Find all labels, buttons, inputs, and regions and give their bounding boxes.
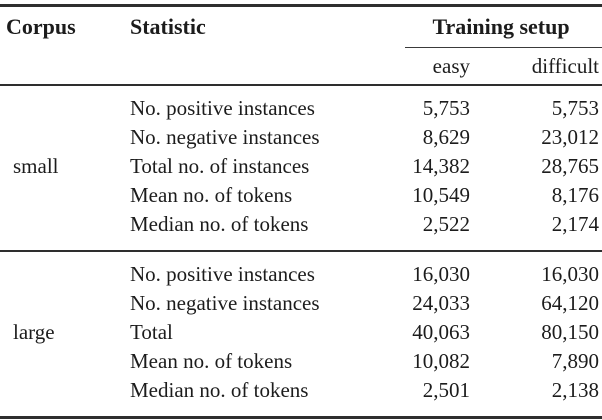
statistic-cell: No. positive instances (130, 262, 315, 286)
statistic-cell: Median no. of tokens (130, 212, 309, 236)
table-bottom-rule (0, 416, 602, 419)
table-top-rule (0, 4, 602, 7)
easy-value-cell: 10,549 (412, 183, 470, 207)
header-body-rule (0, 84, 602, 86)
statistic-cell: Total (130, 320, 173, 344)
column-header-corpus: Corpus (6, 14, 76, 39)
column-subheader-difficult: difficult (531, 53, 599, 78)
statistic-cell: Mean no. of tokens (130, 349, 293, 373)
difficult-value-cell: 16,030 (541, 262, 599, 286)
difficult-value-cell: 2,138 (551, 378, 599, 402)
statistic-cell: Total no. of instances (130, 154, 310, 178)
difficult-value-cell: 64,120 (541, 291, 599, 315)
easy-value-cell: 24,033 (412, 291, 470, 315)
difficult-value-cell: 2,174 (551, 212, 599, 236)
corpus-label: small (13, 154, 59, 178)
difficult-value-cell: 7,890 (551, 349, 599, 373)
easy-value-cell: 5,753 (422, 96, 470, 120)
easy-value-cell: 40,063 (412, 320, 470, 344)
statistic-cell: Mean no. of tokens (130, 183, 293, 207)
difficult-value-cell: 8,176 (551, 183, 599, 207)
statistic-cell: Median no. of tokens (130, 378, 309, 402)
easy-value-cell: 8,629 (422, 125, 470, 149)
column-header-statistic: Statistic (130, 14, 206, 39)
easy-value-cell: 2,522 (422, 212, 470, 236)
table-header-row: Corpus Statistic Training setup (0, 7, 602, 47)
statistic-cell: No. negative instances (130, 291, 320, 315)
difficult-value-cell: 5,753 (551, 96, 599, 120)
statistic-cell: No. positive instances (130, 96, 315, 120)
column-header-training-setup: Training setup (432, 14, 570, 39)
statistic-cell: No. negative instances (130, 125, 320, 149)
easy-value-cell: 2,501 (422, 378, 470, 402)
group-divider-rule (0, 250, 602, 252)
corpus-label: large (13, 320, 55, 344)
easy-value-cell: 14,382 (412, 154, 470, 178)
easy-value-cell: 16,030 (412, 262, 470, 286)
table-subheader-row: easy difficult (0, 48, 602, 84)
corpus-group-large: large No. positive instances 16,030 16,0… (0, 252, 602, 416)
column-subheader-easy: easy (432, 53, 470, 78)
training-setup-span-rule (405, 47, 602, 48)
corpus-group-small: small No. positive instances 5,753 5,753… (0, 86, 602, 250)
difficult-value-cell: 28,765 (541, 154, 599, 178)
easy-value-cell: 10,082 (412, 349, 470, 373)
difficult-value-cell: 23,012 (541, 125, 599, 149)
difficult-value-cell: 80,150 (541, 320, 599, 344)
